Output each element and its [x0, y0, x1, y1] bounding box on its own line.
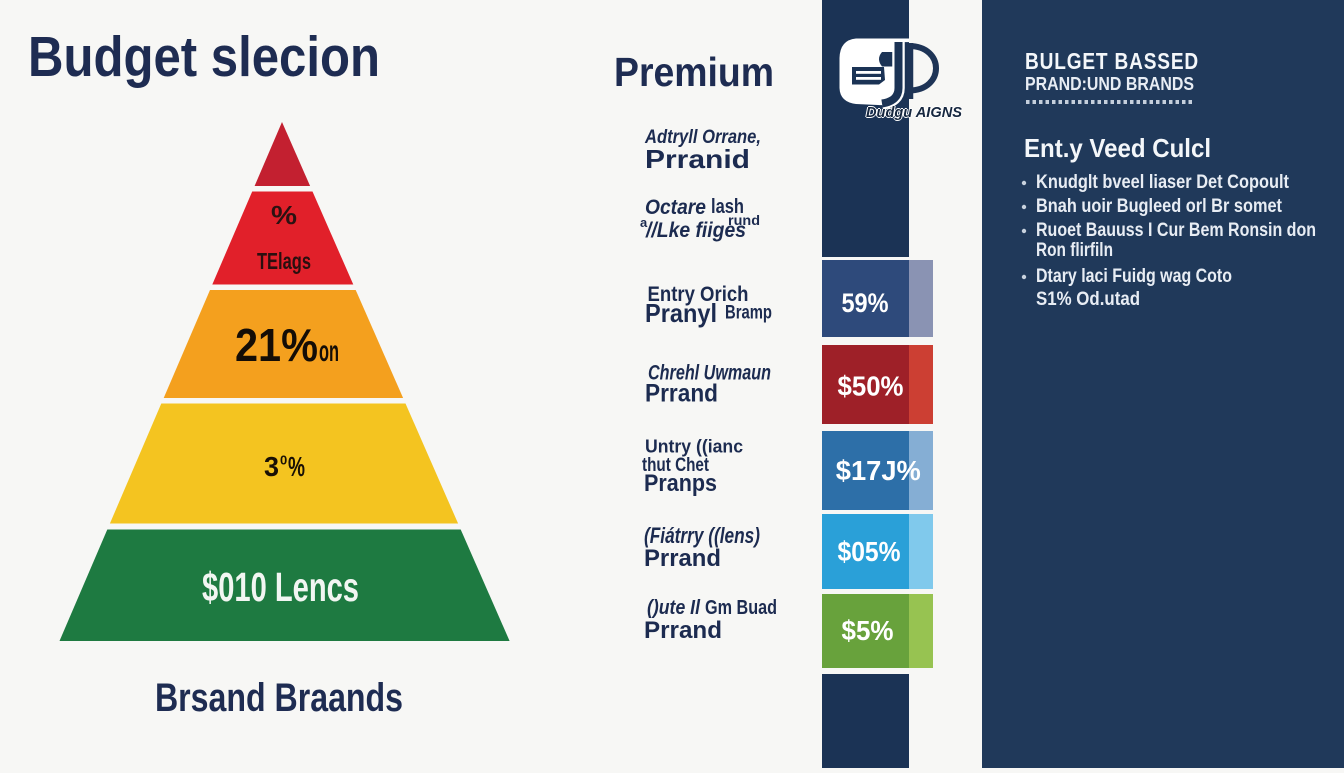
- svg-text:Untry ((ianc: Untry ((ianc: [645, 436, 743, 457]
- svg-text:Pranyl: Pranyl: [645, 298, 717, 328]
- svg-text:a: a: [640, 215, 648, 230]
- svg-text:()ute Il: ()ute Il: [647, 597, 700, 619]
- svg-text:Dudgu AIGNS: Dudgu AIGNS: [866, 104, 962, 121]
- svg-text:lash: lash: [711, 196, 744, 218]
- svg-text:Bnah uoir Bugleed orl Br somet: Bnah uoir Bugleed orl Br somet: [1036, 196, 1283, 217]
- svg-text:0: 0: [280, 453, 287, 468]
- svg-text:Chrehl Uwmaun: Chrehl Uwmaun: [648, 361, 771, 385]
- svg-text:Ruoet Bauuss I Cur Bem Ronsin: Ruoet Bauuss I Cur Bem Ronsin don: [1036, 220, 1316, 241]
- svg-text:$50%: $50%: [838, 371, 904, 402]
- svg-text:Adtryll Orrane,: Adtryll Orrane,: [644, 127, 761, 148]
- svg-text://Lke fiiges: //Lke fiiges: [645, 219, 746, 242]
- svg-text:Budget slecion: Budget slecion: [28, 25, 380, 89]
- svg-text:Prranid: Prranid: [645, 144, 750, 174]
- svg-text:$5%: $5%: [842, 615, 894, 646]
- svg-text:Prrand: Prrand: [645, 380, 718, 408]
- svg-text:Bramp: Bramp: [725, 303, 772, 324]
- svg-text:Knudglt bveel liaser Det Copou: Knudglt bveel liaser Det Copoult: [1036, 172, 1290, 193]
- svg-text:Ent.y Veed Culcl: Ent.y Veed Culcl: [1024, 133, 1211, 163]
- svg-text:$17J%: $17J%: [836, 455, 921, 486]
- svg-text:3: 3: [264, 451, 279, 482]
- svg-text:Dudgu AIGNS: Dudgu AIGNS: [866, 105, 962, 122]
- svg-text:Brsand Braands: Brsand Braands: [155, 676, 403, 720]
- svg-text:Dudgu AIGNS: Dudgu AIGNS: [867, 104, 963, 121]
- svg-text:21%: 21%: [235, 319, 318, 371]
- svg-text:BULGET BASSED: BULGET BASSED: [1025, 48, 1199, 74]
- svg-text:$05%: $05%: [838, 536, 901, 567]
- svg-text:Octare: Octare: [645, 195, 706, 219]
- svg-text:S1% Od.utad: S1% Od.utad: [1036, 289, 1140, 310]
- svg-text:%: %: [288, 451, 305, 482]
- svg-text:Entry Orich: Entry Orich: [648, 282, 749, 306]
- svg-text:PRAND:UND BRANDS: PRAND:UND BRANDS: [1025, 74, 1194, 94]
- svg-text:Prrand: Prrand: [644, 617, 722, 644]
- svg-text:Gm Buad: Gm Buad: [705, 597, 777, 619]
- svg-text:59%: 59%: [842, 288, 889, 318]
- svg-text:TElags: TElags: [257, 248, 311, 274]
- svg-text:Dudgu AIGNS: Dudgu AIGNS: [866, 103, 962, 120]
- svg-text:Dudgu AIGNS: Dudgu AIGNS: [865, 104, 961, 121]
- svg-text:%: %: [271, 200, 297, 230]
- svg-text:rund: rund: [728, 213, 760, 228]
- svg-text:Dtary laci Fuidg wag Coto: Dtary laci Fuidg wag Coto: [1036, 266, 1232, 287]
- svg-text:thut Chet: thut Chet: [642, 454, 709, 476]
- svg-text:Prrand: Prrand: [644, 545, 721, 572]
- svg-text:Pranps: Pranps: [644, 470, 717, 497]
- svg-text:Premium: Premium: [614, 49, 774, 95]
- svg-text:$010 Lencs: $010 Lencs: [202, 564, 359, 610]
- svg-text:on: on: [319, 335, 339, 368]
- svg-text:Ron flirfiln: Ron flirfiln: [1036, 240, 1113, 261]
- svg-text:(Fiátrry ((lens): (Fiátrry ((lens): [644, 523, 760, 548]
